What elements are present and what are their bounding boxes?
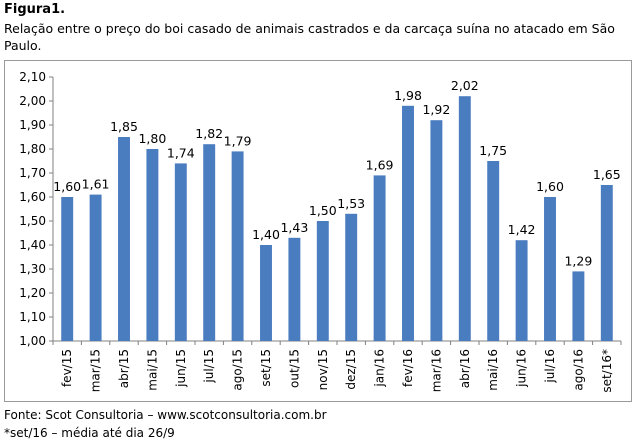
bar xyxy=(430,120,443,341)
bar xyxy=(61,197,74,341)
bar xyxy=(373,175,386,341)
x-category-label: nov/15 xyxy=(316,349,330,390)
data-label: 1,74 xyxy=(167,145,195,160)
data-label: 1,79 xyxy=(224,133,252,148)
x-category-label: fev/15 xyxy=(60,349,74,387)
bar xyxy=(515,240,528,341)
x-category-label: jul/16 xyxy=(543,349,557,384)
figure-label: Figura1. xyxy=(4,2,66,17)
y-tick-label: 1,30 xyxy=(19,262,46,276)
bar xyxy=(600,185,613,341)
bar xyxy=(288,237,301,341)
bar xyxy=(89,194,102,341)
x-category-label: mai/16 xyxy=(486,349,500,391)
x-category-label: out/15 xyxy=(287,349,301,388)
x-category-label: set/15 xyxy=(259,349,273,387)
x-category-label: ago/15 xyxy=(231,349,245,391)
x-category-label: ago/16 xyxy=(571,349,585,391)
bar xyxy=(316,221,329,341)
x-category-label: dez/15 xyxy=(344,349,358,390)
y-tick-label: 1,20 xyxy=(19,286,46,300)
bar xyxy=(402,105,414,341)
data-label: 1,29 xyxy=(564,253,592,268)
data-label: 2,02 xyxy=(451,78,479,93)
y-tick-label: 1,70 xyxy=(19,166,46,180)
data-label: 1,60 xyxy=(53,179,81,194)
x-category-label: mai/15 xyxy=(145,349,159,391)
bar xyxy=(572,271,585,341)
bar xyxy=(345,213,358,341)
x-category-label: jan/16 xyxy=(373,349,387,388)
data-label: 1,50 xyxy=(309,203,337,218)
x-category-label: mar/15 xyxy=(89,349,103,392)
footnote: *set/16 – média até dia 26/9 xyxy=(4,426,175,440)
chart-frame: 1,00 1,10 1,20 1,30 1,40 1,50 1,60 1,70 1,80 1,90… xyxy=(4,60,632,402)
bar xyxy=(174,163,187,341)
data-label: 1,80 xyxy=(138,131,166,146)
x-category-label: abr/16 xyxy=(458,349,472,388)
bar xyxy=(260,245,272,341)
data-label: 1,43 xyxy=(280,220,308,235)
bar xyxy=(146,149,159,341)
source-note: Fonte: Scot Consultoria – www.scotconsul… xyxy=(4,408,327,422)
data-label: 1,98 xyxy=(394,88,422,103)
bar xyxy=(231,151,244,341)
bar xyxy=(118,137,130,341)
y-tick-label: 2,00 xyxy=(19,94,46,108)
data-label: 1,61 xyxy=(82,177,110,192)
y-tick-label: 1,90 xyxy=(19,118,46,132)
data-label: 1,60 xyxy=(536,179,564,194)
bar xyxy=(458,96,471,341)
data-label: 1,85 xyxy=(110,119,138,134)
bar xyxy=(487,161,500,341)
x-category-label: mar/16 xyxy=(429,349,443,392)
x-category-label: fev/16 xyxy=(401,349,415,387)
y-tick-label: 1,80 xyxy=(19,142,46,156)
y-tick-label: 1,00 xyxy=(19,334,46,348)
data-label: 1,53 xyxy=(337,196,365,211)
x-category-label: jun/16 xyxy=(515,349,529,388)
data-label: 1,42 xyxy=(508,222,536,237)
y-tick-label: 1,50 xyxy=(19,214,46,228)
y-tick-label: 1,40 xyxy=(19,238,46,252)
data-label: 1,69 xyxy=(366,157,394,172)
x-category-label: jun/15 xyxy=(174,349,188,388)
y-tick-label: 2,10 xyxy=(19,70,46,84)
y-tick-label: 1,60 xyxy=(19,190,46,204)
x-category-label: abr/15 xyxy=(117,349,131,388)
data-label: 1,92 xyxy=(422,102,450,117)
bar xyxy=(203,144,216,341)
data-label: 1,40 xyxy=(252,227,280,242)
bar xyxy=(544,197,556,341)
x-category-label: set/16* xyxy=(600,349,614,393)
data-label: 1,82 xyxy=(195,126,223,141)
data-label: 1,75 xyxy=(479,143,507,158)
x-category-label: jul/15 xyxy=(202,349,216,384)
figure-caption: Relação entre o preço do boi casado de a… xyxy=(4,21,615,53)
data-label: 1,65 xyxy=(593,167,621,182)
y-tick-label: 1,10 xyxy=(19,310,46,324)
bar-chart: 1,00 1,10 1,20 1,30 1,40 1,50 1,60 1,70 1,80 1,90… xyxy=(19,70,622,393)
